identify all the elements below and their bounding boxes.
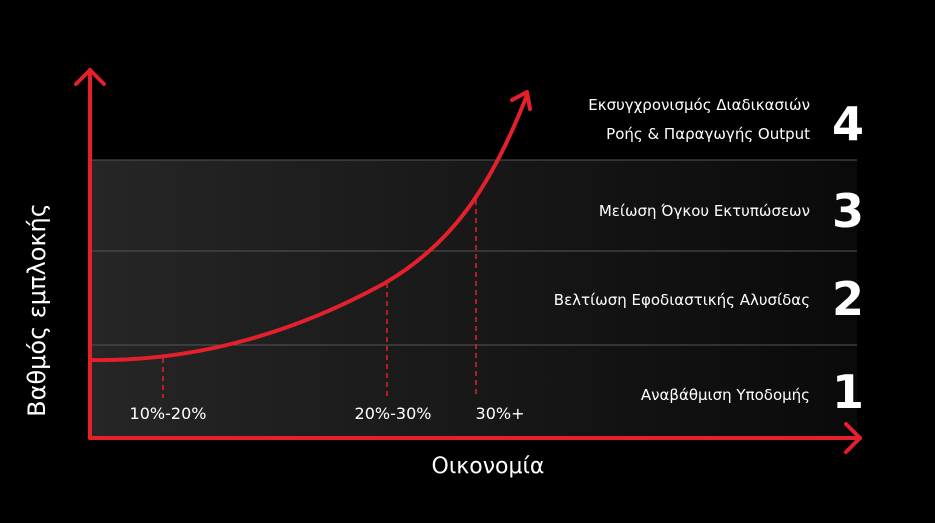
level-label: Ροής & Παραγωγής Output [606,125,810,143]
x-arrow [844,422,862,454]
level-label: Μείωση Όγκου Εκτυπώσεων [599,202,810,220]
band-lines [90,159,857,346]
dashed-guides [162,200,477,398]
level-number: 4 [832,97,864,151]
curve-arrow [510,90,532,111]
growth-curve [88,93,529,363]
level-number: 3 [832,184,864,238]
marker-label: 20%-30% [355,404,432,423]
level-label: Βελτίωση Εφοδιαστικής Αλυσίδας [554,291,810,309]
axes [74,68,862,454]
level-label: Εκσυγχρονισμός Διαδικασιών [588,96,810,114]
bands [90,160,857,438]
level-number: 1 [832,365,864,419]
level-number: 2 [832,272,864,326]
y-axis-label: Βαθμός εμπλοκής [23,203,51,417]
x-axis-label: Οικονομία [432,454,545,479]
level-label: Αναβάθμιση Υποδομής [641,386,810,404]
y-arrow [74,68,106,86]
marker-label: 10%-20% [130,404,207,423]
marker-label: 30%+ [476,404,525,423]
